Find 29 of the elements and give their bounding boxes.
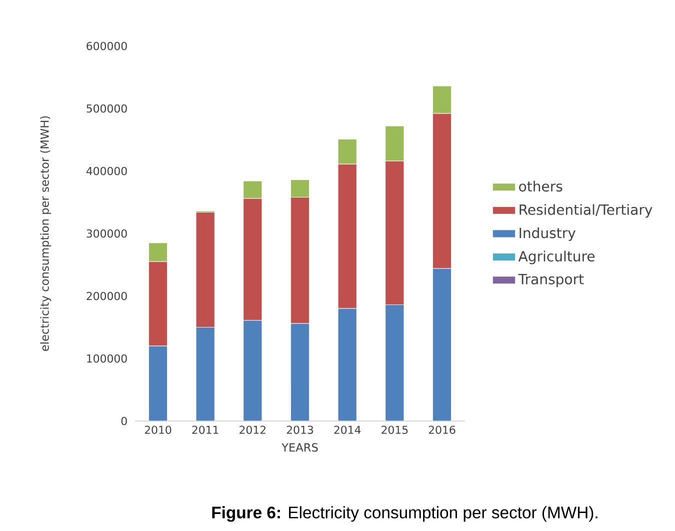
y-tick-label: 200000 [86,292,127,300]
x-tick-label: 2013 [286,426,314,434]
bar [385,304,404,421]
legend-label: Agriculture [518,250,595,264]
legend-label: Industry [520,227,576,241]
bar [432,268,452,421]
x-tick-label: 2011 [192,426,218,434]
x-tick-label: 2010 [144,426,172,434]
legend-label: Residential/Tertiary [520,204,652,218]
y-tick-label: 400000 [86,166,127,176]
legend-label: Transport [518,274,584,288]
x-tick-label: 2016 [428,426,456,434]
x-tick-label: 2012 [240,426,266,434]
y-tick-label: 300000 [86,229,127,238]
x-tick-label: 2015 [382,426,408,434]
text: Figure 6: Electricity consumption per sector (MWH). [212,506,598,522]
y-tick-label: 0 [121,416,127,426]
y-tick-label: 100000 [87,354,127,363]
y-axis-title: electricity consumption per sector (MWH) [40,116,52,351]
legend-label: others [519,180,562,192]
bar [243,320,262,421]
y-tick-label: 600000 [86,42,127,50]
x-axis-title: YEARS [282,443,318,452]
bar [196,326,215,421]
y-tick-label: 500000 [86,104,127,113]
bar [148,346,168,421]
bar [290,323,310,421]
x-tick-label: 2014 [334,426,361,434]
bar [338,308,357,421]
